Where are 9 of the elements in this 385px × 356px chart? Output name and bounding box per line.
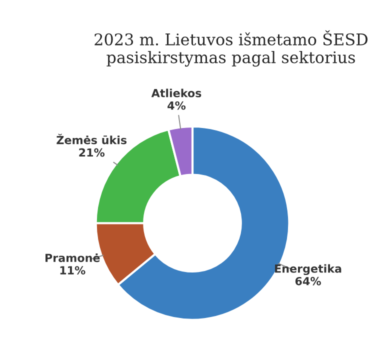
slice-label: Žemės ūkis	[56, 134, 127, 144]
slice-label: Atliekos	[151, 88, 202, 98]
data-label: 21%	[79, 148, 105, 157]
slice-label: Energetika	[275, 264, 342, 276]
data-label: 4%	[168, 101, 186, 110]
slice-label: Pramonė	[46, 253, 100, 262]
data-label: 64%	[295, 276, 321, 286]
data-label: 11%	[60, 266, 86, 275]
chart-title: 2023 m. Lietuvos išmetamo ŠESD pasiskirstymas pagal sektorius	[94, 30, 368, 67]
